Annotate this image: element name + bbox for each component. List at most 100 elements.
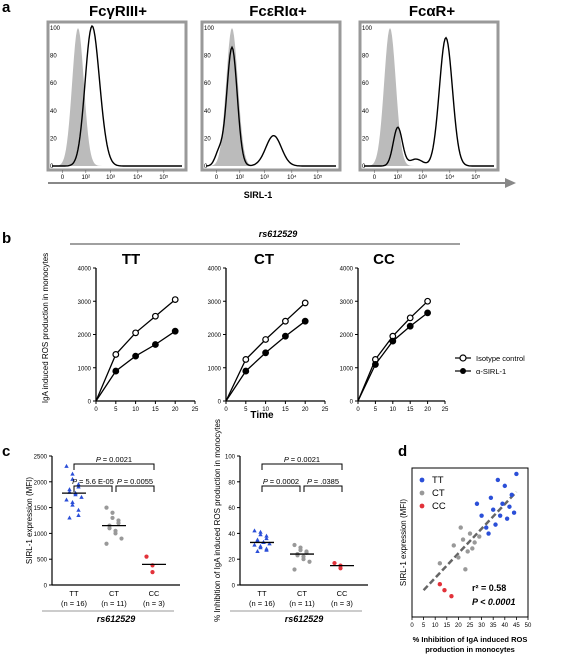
- data-point-ct: [292, 567, 297, 572]
- x-tick-label: 5: [114, 407, 118, 413]
- panel-b-genotype-tt: TT: [122, 251, 140, 268]
- x-tick-label: 30: [478, 623, 485, 629]
- data-point-tt: [73, 492, 78, 497]
- y-tick-label: 1500: [34, 506, 48, 512]
- histogram-x-tick-label: 0: [61, 175, 65, 181]
- y-tick-label: 2500: [34, 455, 48, 461]
- data-point-anti-sirl1: [171, 327, 179, 335]
- histogram-panels: 0 20 40 60 80 100 0 10² 10³ 10⁴ 10⁵ 0 20 40 60 80 100 0 10…: [46, 20, 500, 181]
- data-point-tt: [252, 542, 257, 547]
- data-point-isotype: [132, 329, 140, 337]
- histogram-y-tick: 100: [50, 26, 61, 32]
- p-value-ct-cc-label: P = .0385: [307, 477, 339, 486]
- panel-b-y-axis-label: IgA induced ROS production in monocytes: [41, 253, 50, 403]
- panel-a-label: a: [2, 0, 11, 16]
- data-point-ct: [451, 543, 456, 548]
- trend-line: [422, 490, 518, 592]
- p-value-ct-cc-bracket: [303, 485, 343, 492]
- data-point-anti-sirl1: [242, 367, 250, 375]
- p-value-ct-cc-bracket: [115, 485, 155, 492]
- y-tick-label: 4000: [78, 267, 92, 273]
- data-point-ct: [107, 526, 112, 531]
- x-tick-label: 50: [525, 623, 532, 629]
- x-tick-label: 10: [432, 623, 439, 629]
- d-x-axis-label-line2: production in monocytes: [425, 645, 515, 654]
- histogram-x-tick-label: 10³: [418, 175, 427, 181]
- data-point-tt: [474, 501, 480, 506]
- data-point-ct: [437, 561, 443, 566]
- c-y-axis-label: SIRL-1 expression (MFI): [25, 477, 34, 564]
- sirl1-axis-arrowhead: [505, 178, 516, 188]
- data-point-anti-sirl1: [132, 352, 140, 360]
- data-point-tt: [507, 504, 512, 509]
- histogram-y-tick: 20: [362, 136, 369, 142]
- x-tick-label: 15: [407, 407, 414, 413]
- group-label: CC: [149, 589, 160, 598]
- histogram-y-tick: 60: [50, 81, 57, 87]
- data-point-isotype: [171, 296, 179, 303]
- group-n-label: (n = 3): [143, 599, 165, 608]
- histogram-x-tick-label: 10²: [393, 175, 402, 181]
- y-tick-label: 60: [228, 506, 235, 512]
- histogram-y-tick: 40: [50, 109, 57, 115]
- data-point-tt: [509, 492, 514, 498]
- x-tick-label: 15: [443, 623, 450, 629]
- x-tick-label: 5: [422, 623, 426, 629]
- data-point-tt: [514, 471, 519, 477]
- group-n-label: (n = 16): [249, 599, 276, 608]
- histogram-y-tick: 0: [204, 164, 208, 170]
- histogram-x-tick-label: 10⁵: [471, 174, 481, 181]
- data-point-anti-sirl1: [282, 332, 289, 340]
- histogram-y-tick: 20: [50, 136, 57, 142]
- histogram-x-tick-label: 0: [373, 175, 377, 181]
- x-tick-label: 25: [322, 407, 329, 413]
- dot-plots: SIRL-1 expression (MFI)05001000150020002…: [25, 419, 368, 624]
- data-point-tt: [252, 528, 257, 533]
- x-tick-label: 5: [244, 407, 248, 413]
- data-point-isotype: [262, 336, 270, 343]
- data-point-cc: [449, 593, 454, 599]
- group-label: CC: [337, 589, 348, 598]
- data-point-ct: [465, 549, 470, 554]
- data-point-isotype: [406, 314, 414, 322]
- legend-marker-cc: [419, 503, 425, 509]
- data-point-ct: [113, 531, 118, 536]
- x-tick-label: 20: [172, 407, 179, 413]
- data-point-tt: [484, 525, 489, 530]
- d-x-axis-label-line1: % Inhibition of IgA induced ROS: [413, 635, 528, 644]
- legend-label-tt: TT: [432, 475, 444, 486]
- y-tick-label: 500: [37, 558, 48, 564]
- panel-b-snp-label: rs612529: [259, 229, 298, 239]
- legend-label-isotype: Isotype control: [476, 354, 525, 363]
- histogram-y-tick: 100: [362, 26, 373, 32]
- y-tick-label: 80: [228, 480, 235, 486]
- panel-b-genotype-ct: CT: [254, 251, 274, 268]
- group-n-label: (n = 16): [61, 599, 88, 608]
- panel-b-genotype-cc: CC: [373, 251, 395, 268]
- p-value-tt-cc-label: P = 0.0021: [284, 455, 320, 464]
- y-tick-label: 0: [44, 584, 48, 590]
- data-point-tt: [70, 471, 75, 476]
- data-point-cc: [338, 566, 343, 571]
- x-tick-label: 10: [389, 407, 396, 413]
- group-n-label: (n = 11): [289, 599, 315, 608]
- histogram-x-tick-label: 10²: [81, 175, 90, 181]
- series-line-anti-sirl1: [225, 320, 306, 402]
- x-tick-label: 25: [467, 623, 474, 629]
- group-n-label: (n = 3): [331, 599, 353, 608]
- data-point-cc: [442, 587, 447, 593]
- y-tick-label: 1000: [340, 366, 354, 372]
- data-point-ct: [307, 559, 312, 564]
- data-point-ct: [463, 567, 468, 572]
- data-point-ct: [110, 515, 115, 521]
- x-tick-label: 10: [132, 407, 139, 413]
- legend-marker-isotype: [459, 354, 467, 362]
- data-point-ct: [472, 540, 477, 545]
- p-value-tt-cc-label: P = 0.0021: [96, 455, 132, 464]
- data-point-tt: [64, 463, 69, 468]
- x-tick-label: 10: [262, 407, 269, 413]
- x-tick-label: 25: [192, 407, 199, 413]
- data-point-ct: [460, 537, 466, 542]
- histogram-y-tick: 0: [362, 164, 366, 170]
